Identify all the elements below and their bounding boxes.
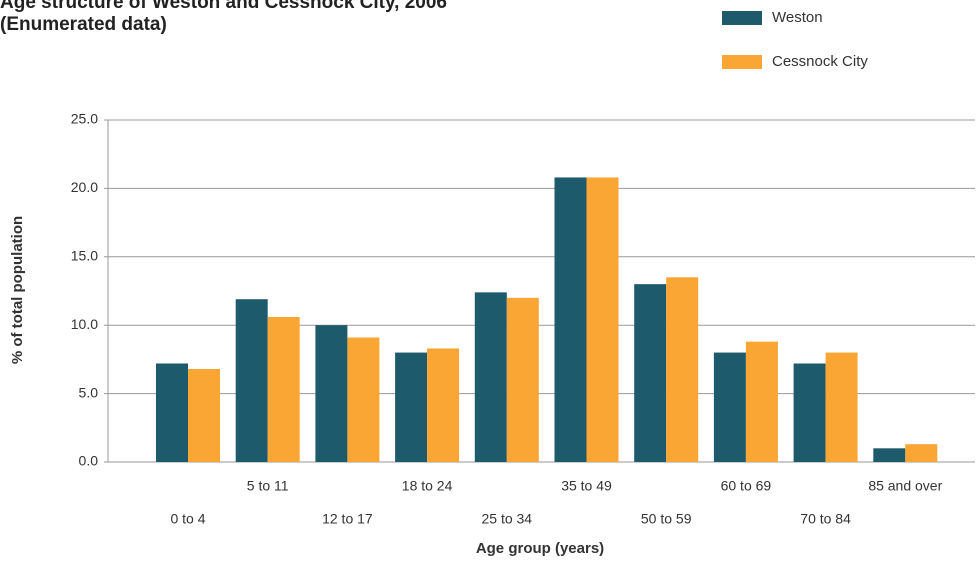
y-tick-label: 10.0 — [71, 316, 98, 332]
x-tick-label: 70 to 84 — [800, 511, 851, 527]
y-tick-label: 15.0 — [71, 248, 98, 264]
y-tick-label: 25.0 — [71, 111, 98, 127]
bar — [873, 448, 906, 462]
bar — [347, 337, 380, 462]
bar — [586, 177, 619, 462]
bar — [315, 325, 348, 462]
legend-label: Cessnock City — [772, 53, 868, 70]
x-tick-label: 50 to 59 — [641, 511, 692, 527]
bar — [666, 277, 699, 462]
bar — [427, 348, 460, 462]
bar — [474, 292, 507, 462]
bar — [506, 297, 539, 462]
x-tick-label: 35 to 49 — [561, 478, 612, 494]
x-tick-label: 18 to 24 — [402, 478, 453, 494]
x-tick-label: 25 to 34 — [481, 511, 532, 527]
bar — [554, 177, 587, 462]
y-axis-title: % of total population — [9, 216, 26, 364]
bar — [395, 352, 428, 462]
bar — [905, 444, 938, 462]
bar — [634, 284, 667, 462]
bar — [235, 299, 268, 462]
x-tick-label: 12 to 17 — [322, 511, 373, 527]
legend-swatch — [722, 11, 762, 25]
x-tick-label: 5 to 11 — [247, 478, 289, 494]
legend-swatch — [722, 55, 762, 69]
x-tick-label: 0 to 4 — [170, 511, 205, 527]
chart-title: Age structure of Weston and Cessnock Cit… — [0, 0, 447, 35]
x-tick-label: 85 and over — [868, 478, 942, 494]
x-axis-title: Age group (years) — [476, 540, 604, 557]
y-tick-label: 0.0 — [79, 453, 99, 469]
y-tick-label: 5.0 — [79, 384, 99, 400]
bar — [713, 352, 746, 462]
bar — [267, 316, 300, 462]
bar — [745, 341, 778, 462]
legend-label: Weston — [772, 9, 823, 26]
bar — [793, 363, 826, 462]
y-tick-label: 20.0 — [71, 179, 98, 195]
bar — [156, 363, 188, 462]
bar — [188, 368, 220, 462]
bar — [825, 352, 858, 462]
x-tick-label: 60 to 69 — [721, 478, 772, 494]
